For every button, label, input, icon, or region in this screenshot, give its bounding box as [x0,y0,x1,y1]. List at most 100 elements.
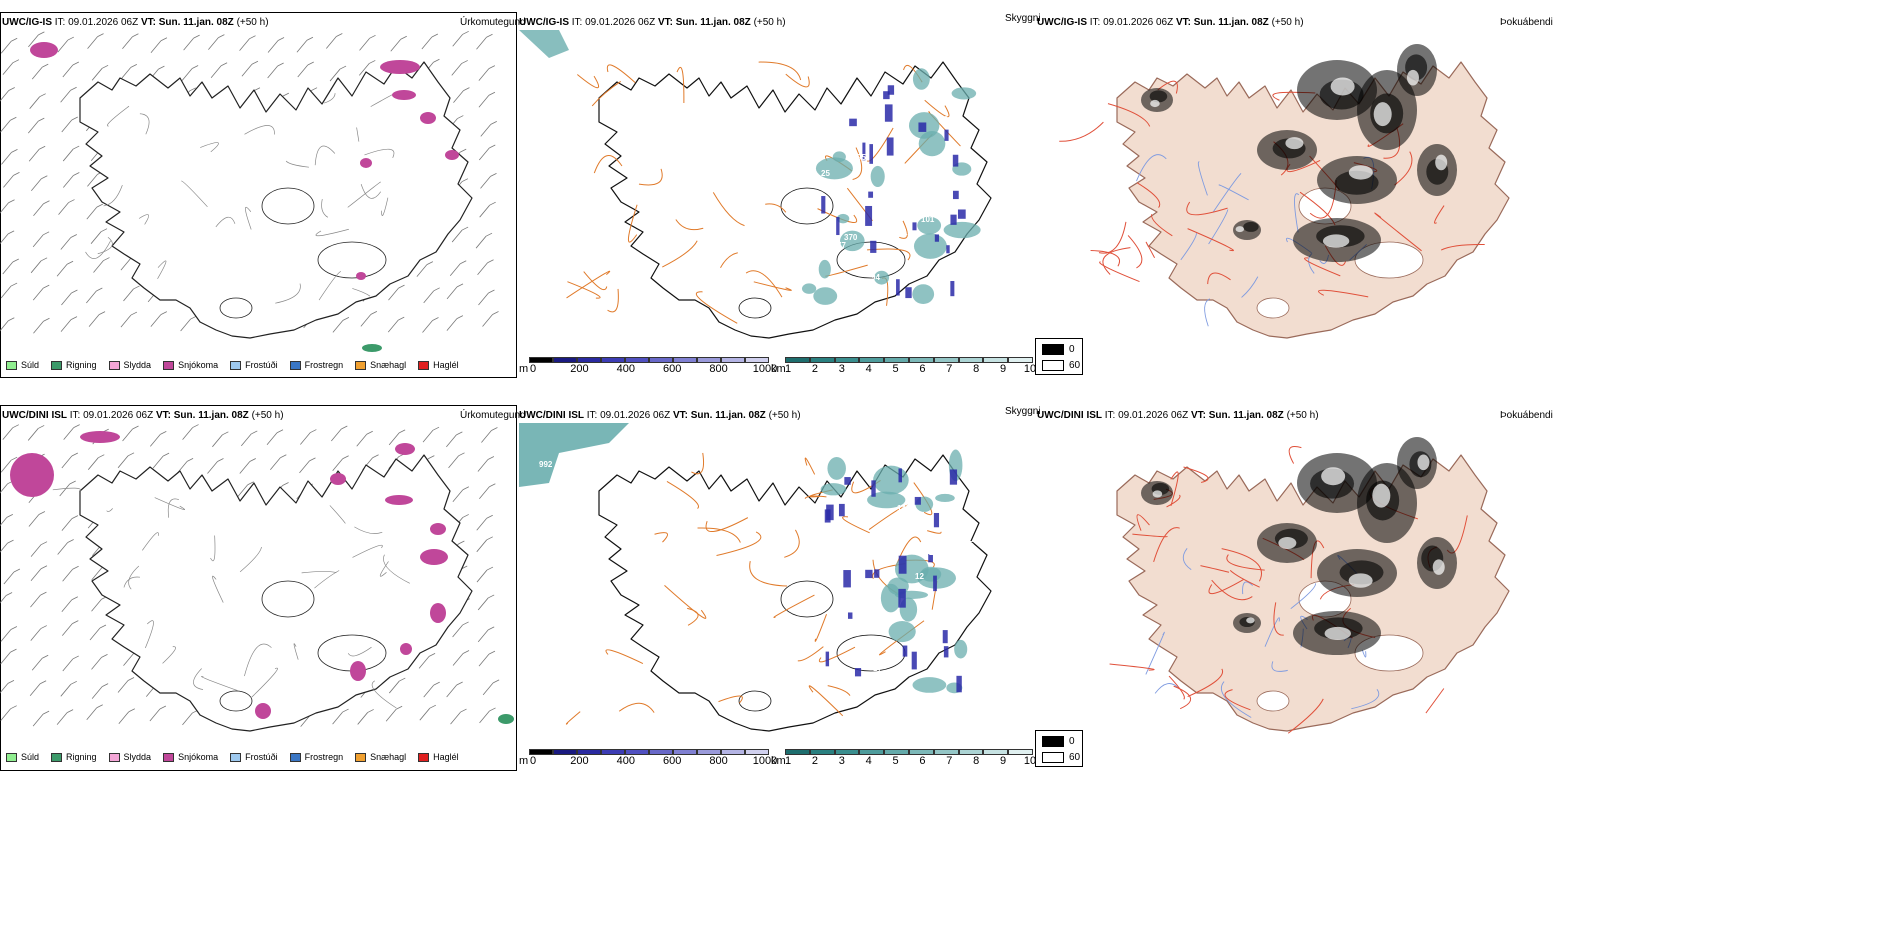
colorbar-tick-label: 10 [1023,363,1037,375]
wind-barb [450,711,461,725]
wind-barb [0,517,8,527]
visibility-map: 992 145 44 40 38 95 24 12 13 17 [519,423,992,732]
wind-barb [61,518,73,531]
low-ceiling-area [865,569,873,579]
legend-item: Frostúði [230,360,278,370]
vt-label: VT: [155,410,171,421]
colorbar-segment [909,357,934,363]
low-ceiling-area [898,555,907,574]
wind-barb [1,152,12,165]
colorbar-segment [958,749,984,755]
colorbar-tick-label: 400 [616,755,635,767]
it-value: 09.01.2026 06Z [83,410,154,421]
wind-barb [388,432,400,446]
vt-label: VT: [657,17,673,28]
wind-barb [451,229,463,243]
wind-barb [478,147,490,161]
wind-barb [479,710,490,724]
wind-barb [239,461,251,474]
wind-barb [479,486,490,500]
wind-barb [475,235,487,249]
wind-barb [481,430,492,443]
fog-legend-box: 0 60 [1035,730,1083,767]
legend-swatch [355,360,367,370]
wind-barb [122,428,133,442]
wind-barb [0,683,9,694]
wind-barb [359,38,370,51]
wind-barb [60,90,71,103]
snow-area [255,703,271,719]
model-name: UWC/IG-IS [519,17,569,28]
wind-barb [89,627,101,641]
low-ceiling-area [884,104,893,122]
visibility-value-label: 370 [844,233,858,242]
visibility-value-label: 95 [857,153,866,162]
colorbar-tick-label: 3 [838,363,845,375]
legend-label: Slydda [123,752,152,762]
it-value: 09.01.2026 06Z [1118,410,1189,421]
wind-barb [0,483,8,494]
snow-area [30,42,58,58]
wind-barb [267,65,278,79]
legend-item: Rigning [51,360,97,370]
vt-value: Sun. 11.jan. 08Z [1193,17,1269,28]
wind-barb [477,629,489,643]
legend-label: Snæhagl [370,752,407,762]
wind-barb [33,203,44,217]
model-name: UWC/IG-IS [2,17,52,28]
low-visibility-area [801,283,817,294]
wind-barb [57,39,69,53]
low-ceiling-area [933,512,940,528]
fog-intensity-field [1141,44,1457,262]
vt-value: Sun. 11.jan. 08Z [1208,410,1284,421]
wind-barb [422,429,434,443]
low-visibility-area [888,621,916,643]
wind-barb [31,657,43,671]
colorbar-segment [721,749,745,755]
wind-barb [299,460,310,474]
low-visibility-area [818,259,831,279]
legend-swatch [163,360,175,370]
colorbar-tick-label: 7 [946,363,953,375]
legend-label: Snjókoma [178,752,219,762]
wind-barb [152,455,164,469]
low-ceiling-area [887,85,895,95]
legend-label: Haglél [433,752,459,762]
wind-barb [3,571,15,585]
wind-barb [453,90,464,103]
wind-barb [357,712,368,725]
wind-barb [329,68,341,82]
visibility-colorbar: km 1 2 3 4 5 6 7 8 9 10 [771,357,1037,377]
legend-item: Rigning [51,752,97,762]
legend-swatch [418,360,430,370]
colorbar-tick-label: 9 [1000,363,1007,375]
lead-time: (+50 h) [768,410,801,421]
low-ceiling-area [898,588,906,608]
visibility-value-label: 12 [915,572,924,581]
wind-barb [149,434,161,447]
wind-barb [60,237,72,250]
wind-barb [117,680,129,693]
colorbar-tick-label: 1000 [752,755,778,767]
lead-time: (+50 h) [753,17,786,28]
wind-barb [446,286,458,300]
wind-barb [480,176,491,189]
it-value: 09.01.2026 06Z [585,17,656,28]
colorbar-tick-label: 4 [865,363,872,375]
visibility-value-label: 13 [917,604,926,613]
wind-barb [63,427,74,440]
fog-legend-swatch-white [1042,360,1064,371]
legend-swatch [6,752,17,762]
colorbar-tick-label: 3 [838,755,845,767]
lead-time: (+50 h) [1271,17,1304,28]
colorbar-segment [859,749,885,755]
colorbar-segment [809,749,835,755]
fog-legend-label: 60 [1069,360,1081,371]
vt-value: Sun. 11.jan. 08Z [690,410,766,421]
wind-barb [0,459,12,473]
wind-barb [27,428,39,441]
legend-label: Frostúði [245,752,278,762]
wind-barb [180,318,191,332]
wind-barb [30,260,42,274]
wind-barb [62,569,73,582]
